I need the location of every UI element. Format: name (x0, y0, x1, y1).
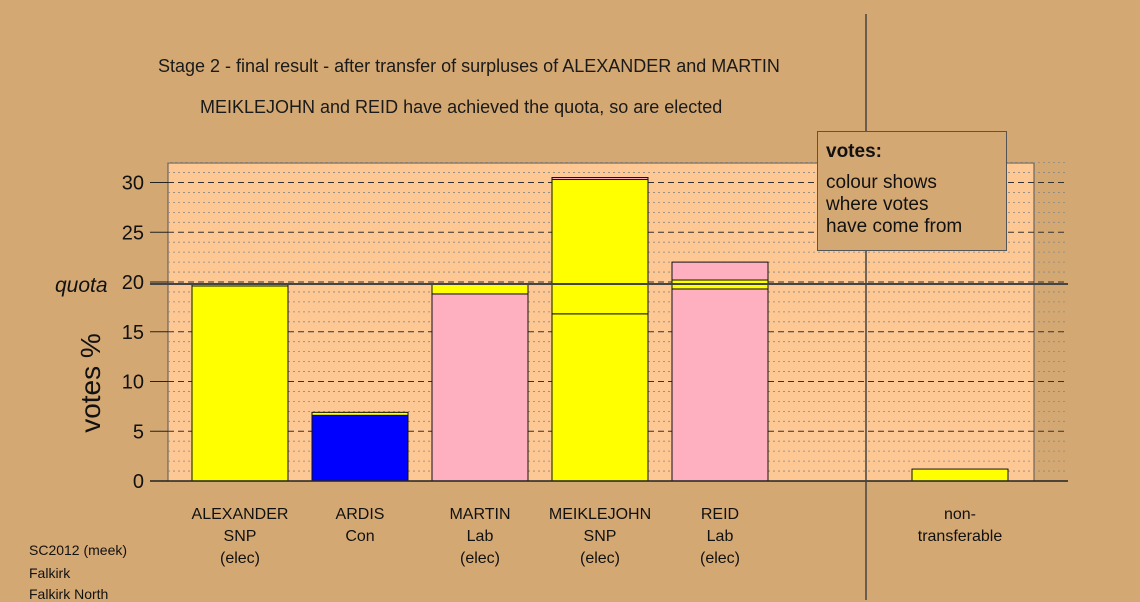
bar-segment (431, 293, 529, 482)
category-label: transferable (918, 528, 1003, 545)
category-label: (elec) (460, 550, 500, 567)
category-label: (elec) (700, 550, 740, 567)
category-labels: ALEXANDER SNP (elec) ARDIS Con MARTIN Lab (elec… (192, 506, 1003, 567)
bar-segment (551, 179, 649, 315)
bar-segment (311, 411, 409, 416)
category-label: ARDIS (336, 506, 385, 523)
bar-segment (191, 285, 289, 482)
y-tick-label: 25 (122, 222, 144, 244)
y-tick-label: 0 (133, 471, 144, 493)
category-label: (elec) (580, 550, 620, 567)
category-label: non- (944, 506, 976, 523)
bar-segment (431, 283, 529, 295)
y-axis-label: votes % (75, 333, 106, 433)
bar-segment (551, 177, 649, 181)
legend-line: where votes (826, 194, 929, 215)
legend-line: colour shows (826, 172, 937, 193)
bar-segment (671, 288, 769, 482)
legend-title: votes: (826, 141, 882, 162)
bar-segment (551, 313, 649, 482)
bars-group (191, 177, 1009, 482)
category-label: Lab (467, 528, 494, 545)
category-label: REID (701, 506, 739, 523)
y-tick-label: 20 (122, 272, 144, 294)
y-tick-label: 15 (122, 322, 144, 344)
bar-segment (911, 468, 1009, 482)
category-label: ALEXANDER (192, 506, 289, 523)
axes-group: 0 5 10 15 20 25 30 (122, 173, 1068, 493)
y-tick-label: 10 (122, 372, 144, 394)
category-label: MARTIN (449, 506, 510, 523)
legend-box: votes: colour shows where votes have com… (817, 131, 1007, 251)
footer-method: SC2012 (meek) (29, 542, 128, 558)
category-label: (elec) (220, 550, 260, 567)
category-label: SNP (224, 528, 257, 545)
y-tick-label: 30 (122, 173, 144, 195)
category-label: SNP (584, 528, 617, 545)
footer-ward: Falkirk North (29, 586, 109, 602)
footer-council: Falkirk (29, 565, 71, 581)
chart-title: Stage 2 - final result - after transfer … (158, 56, 780, 76)
category-label: Lab (707, 528, 734, 545)
category-label: MEIKLEJOHN (549, 506, 651, 523)
quota-label: quota (55, 274, 108, 297)
bar-segment (311, 414, 409, 482)
legend-line: have come from (826, 216, 963, 237)
bar-segment (671, 261, 769, 281)
chart-subtitle: MEIKLEJOHN and REID have achieved the qu… (200, 97, 723, 117)
category-label: Con (345, 528, 374, 545)
y-tick-label: 5 (133, 421, 144, 443)
